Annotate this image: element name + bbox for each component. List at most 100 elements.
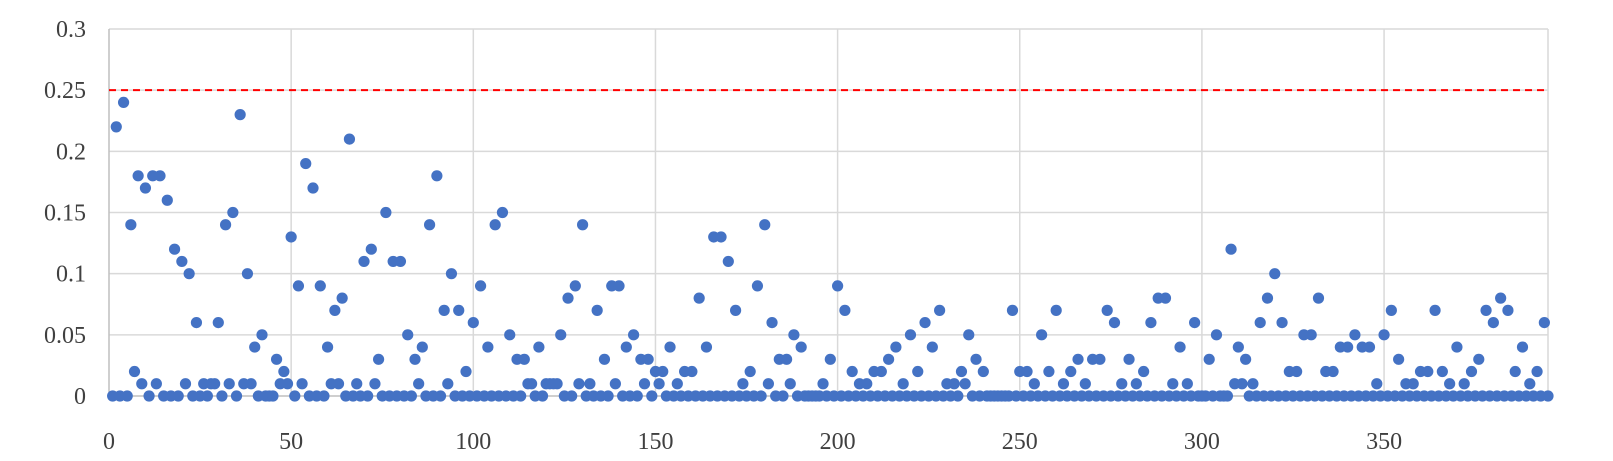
data-point <box>621 341 632 352</box>
data-point <box>1131 378 1142 389</box>
data-point <box>664 341 675 352</box>
data-point <box>905 329 916 340</box>
x-tick-label: 50 <box>279 429 303 455</box>
data-point <box>227 207 238 218</box>
data-point <box>763 378 774 389</box>
x-tick-label: 150 <box>637 429 673 455</box>
data-point <box>409 354 420 365</box>
data-point <box>927 341 938 352</box>
data-point <box>337 293 348 304</box>
data-point <box>515 390 526 401</box>
data-point <box>271 354 282 365</box>
data-point <box>1233 341 1244 352</box>
data-point <box>1313 293 1324 304</box>
data-point <box>1378 329 1389 340</box>
data-point <box>468 317 479 328</box>
y-tick-label: 0.3 <box>56 17 86 43</box>
data-point <box>395 256 406 267</box>
data-point <box>1222 390 1233 401</box>
data-point <box>653 378 664 389</box>
data-point <box>785 378 796 389</box>
data-point <box>723 256 734 267</box>
data-point <box>1542 390 1553 401</box>
data-point <box>602 390 613 401</box>
data-point <box>1306 329 1317 340</box>
x-tick-label: 0 <box>103 429 115 455</box>
data-point <box>366 244 377 255</box>
data-point <box>184 268 195 279</box>
data-points <box>107 97 1554 402</box>
data-point <box>315 280 326 291</box>
data-point <box>1247 378 1258 389</box>
data-point <box>1007 305 1018 316</box>
data-point <box>424 219 435 230</box>
data-point <box>1517 341 1528 352</box>
data-point <box>1080 378 1091 389</box>
data-point <box>151 378 162 389</box>
data-point <box>442 378 453 389</box>
data-point <box>592 305 603 316</box>
data-point <box>1327 366 1338 377</box>
data-point <box>1488 317 1499 328</box>
y-tick-labels: 0 0.05 0.1 0.15 0.2 0.25 0.3 <box>44 17 86 410</box>
data-point <box>919 317 930 328</box>
data-point <box>278 366 289 377</box>
data-point <box>417 341 428 352</box>
data-point <box>963 329 974 340</box>
data-point <box>242 268 253 279</box>
data-point <box>1539 317 1550 328</box>
data-point <box>249 341 260 352</box>
data-point <box>497 207 508 218</box>
y-tick-label: 0.1 <box>56 262 86 288</box>
data-point <box>632 390 643 401</box>
data-point <box>209 378 220 389</box>
data-point <box>1451 341 1462 352</box>
data-point <box>952 390 963 401</box>
data-point <box>912 366 923 377</box>
data-point <box>577 219 588 230</box>
data-point <box>1502 305 1513 316</box>
data-point <box>173 390 184 401</box>
data-point <box>898 378 909 389</box>
data-point <box>756 390 767 401</box>
data-point <box>122 390 133 401</box>
data-point <box>289 390 300 401</box>
data-point <box>111 121 122 132</box>
data-point <box>300 158 311 169</box>
data-point <box>129 366 140 377</box>
data-point <box>1174 341 1185 352</box>
data-point <box>537 390 548 401</box>
data-point <box>1495 293 1506 304</box>
data-point <box>133 170 144 181</box>
data-point <box>519 354 530 365</box>
data-point <box>1160 293 1171 304</box>
grid-lines <box>109 29 1548 396</box>
data-point <box>439 305 450 316</box>
data-point <box>861 378 872 389</box>
data-point <box>1349 329 1360 340</box>
data-point <box>180 378 191 389</box>
data-point <box>646 390 657 401</box>
data-point <box>460 366 471 377</box>
data-point <box>796 341 807 352</box>
data-point <box>446 268 457 279</box>
data-point <box>351 378 362 389</box>
data-point <box>307 182 318 193</box>
data-point <box>373 354 384 365</box>
data-point <box>1182 378 1193 389</box>
x-tick-labels: 0 50 100 150 200 250 300 350 <box>103 429 1402 455</box>
data-point <box>202 390 213 401</box>
data-point <box>1386 305 1397 316</box>
data-point <box>1204 354 1215 365</box>
data-point <box>610 378 621 389</box>
data-point <box>362 390 373 401</box>
data-point <box>143 390 154 401</box>
data-point <box>1510 366 1521 377</box>
data-point <box>1189 317 1200 328</box>
data-point <box>562 293 573 304</box>
y-tick-label: 0.05 <box>44 323 86 349</box>
data-point <box>118 97 129 108</box>
data-point <box>1371 378 1382 389</box>
data-point <box>956 366 967 377</box>
